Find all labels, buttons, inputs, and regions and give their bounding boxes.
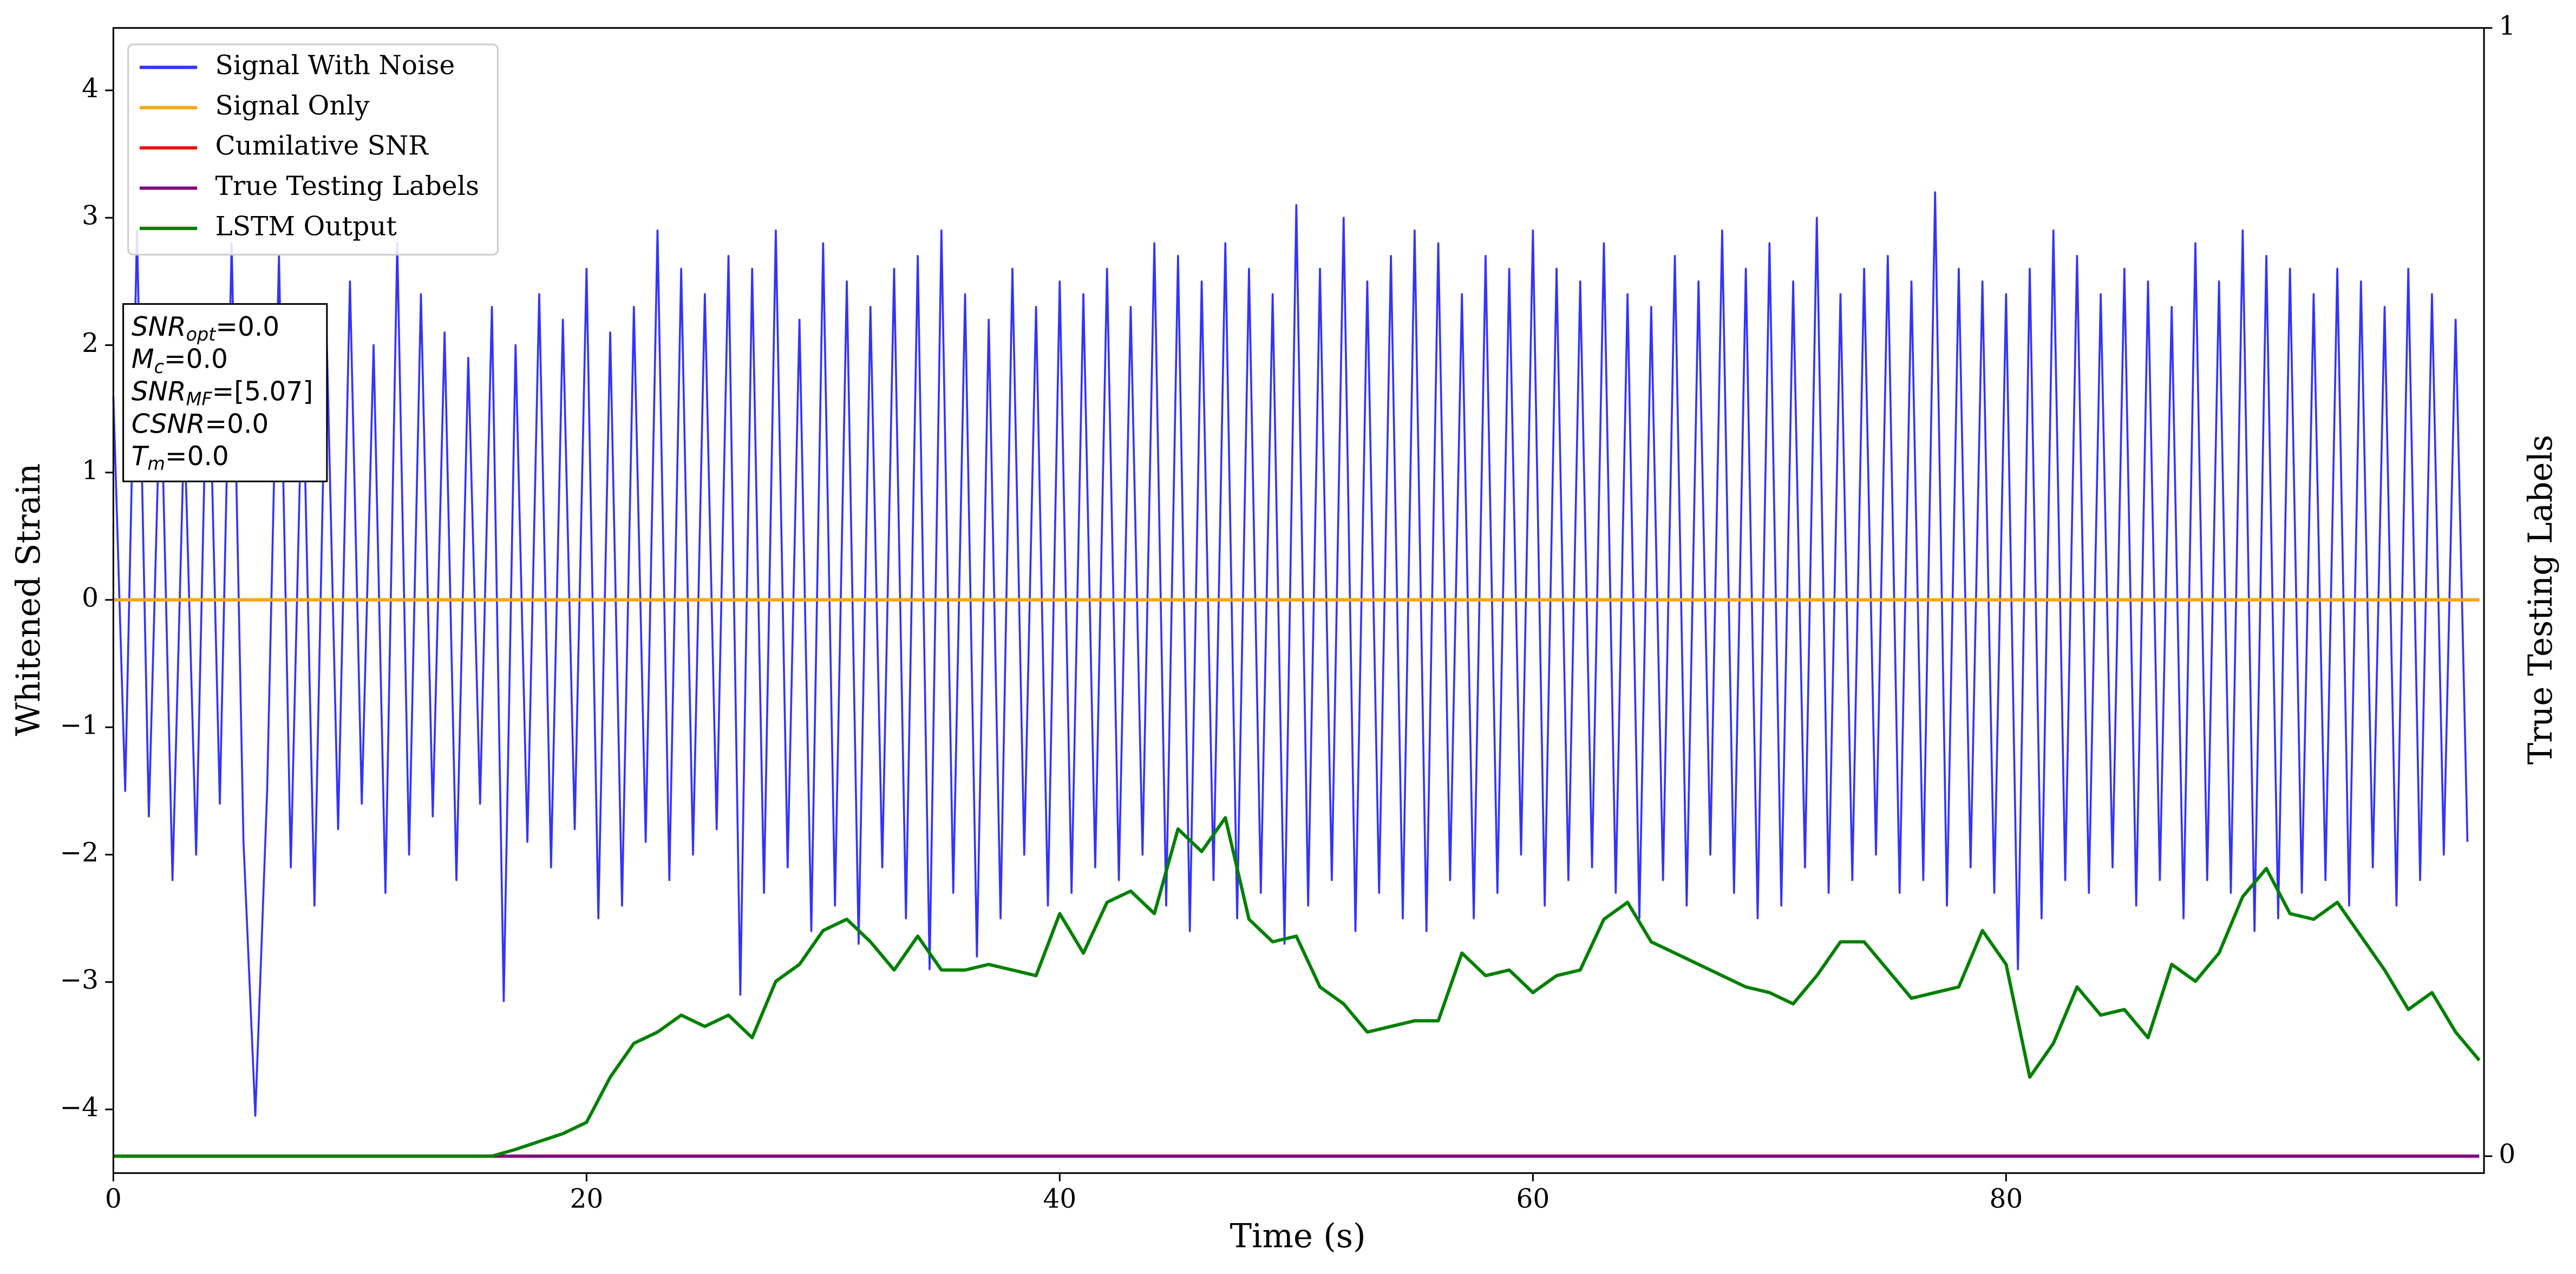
annotation-symbol: CSNR bbox=[132, 409, 205, 439]
x-tick-label: 0 bbox=[105, 1184, 122, 1214]
annotation-subscript: MF bbox=[186, 388, 213, 409]
annotation-subscript: opt bbox=[186, 324, 217, 345]
annotation-subscript: m bbox=[147, 453, 165, 474]
legend: Signal With Noise Signal Only Cumilative S… bbox=[127, 43, 499, 256]
y-tick-label: −3 bbox=[60, 965, 99, 995]
y2-tick-label: 1 bbox=[2499, 11, 2515, 41]
x-tick-label: 40 bbox=[1043, 1184, 1076, 1214]
series-line bbox=[112, 191, 2469, 1117]
x-tick-label: 60 bbox=[1516, 1184, 1549, 1214]
y-tick-label: 1 bbox=[82, 455, 99, 486]
y-tick-label: 0 bbox=[82, 583, 99, 613]
annotation-line: Mc=0.0 bbox=[132, 344, 228, 377]
y-tick-label: −1 bbox=[60, 710, 99, 741]
annotation-symbol: SNR bbox=[132, 312, 186, 342]
x-tick-label: 80 bbox=[1989, 1184, 2023, 1214]
annotation-line: Tm=0.0 bbox=[132, 441, 229, 474]
annotation-subscript: c bbox=[154, 356, 164, 377]
annotation-value: =0.0 bbox=[205, 409, 269, 439]
annotation-line: SNRopt=0.0 bbox=[132, 312, 279, 345]
annotation-box bbox=[122, 303, 328, 482]
legend-label: True Testing Labels bbox=[215, 171, 480, 201]
annotation: SNRopt=0.0Mc=0.0SNRMF=[5.07]CSNR=0.0Tm=0… bbox=[122, 303, 328, 482]
x-tick-label: 20 bbox=[570, 1184, 603, 1214]
annotation-value: =0.0 bbox=[215, 312, 279, 342]
annotation-value: =0.0 bbox=[165, 441, 229, 472]
y-tick-label: −4 bbox=[60, 1093, 99, 1123]
annotation-value: =0.0 bbox=[164, 344, 228, 375]
legend-label: LSTM Output bbox=[215, 211, 397, 241]
legend-label: Signal Only bbox=[215, 90, 370, 121]
annotation-symbol: SNR bbox=[132, 376, 186, 407]
legend-label: Signal With Noise bbox=[215, 50, 455, 81]
series-line bbox=[113, 816, 2481, 1158]
annotation-line: SNRMF=[5.07] bbox=[132, 376, 313, 409]
x-axis-label: Time (s) bbox=[1230, 1218, 1366, 1256]
annotation-symbol: T bbox=[132, 441, 149, 472]
y-tick-label: 3 bbox=[82, 201, 99, 231]
annotation-line: CSNR=0.0 bbox=[132, 409, 269, 439]
annotation-symbol: M bbox=[132, 344, 154, 375]
y2-axis-label: True Testing Labels bbox=[2522, 435, 2560, 765]
y-axis-label: Whitened Strain bbox=[10, 463, 48, 736]
y-tick-label: −2 bbox=[60, 838, 99, 868]
annotation-value: =[5.07] bbox=[212, 376, 313, 407]
y-tick-label: 2 bbox=[82, 328, 99, 358]
plot-area bbox=[112, 191, 2481, 1158]
y2-tick-label: 0 bbox=[2499, 1139, 2515, 1170]
y-tick-label: 4 bbox=[82, 73, 99, 103]
legend-box bbox=[127, 43, 499, 256]
legend-label: Cumilative SNR bbox=[215, 131, 429, 161]
